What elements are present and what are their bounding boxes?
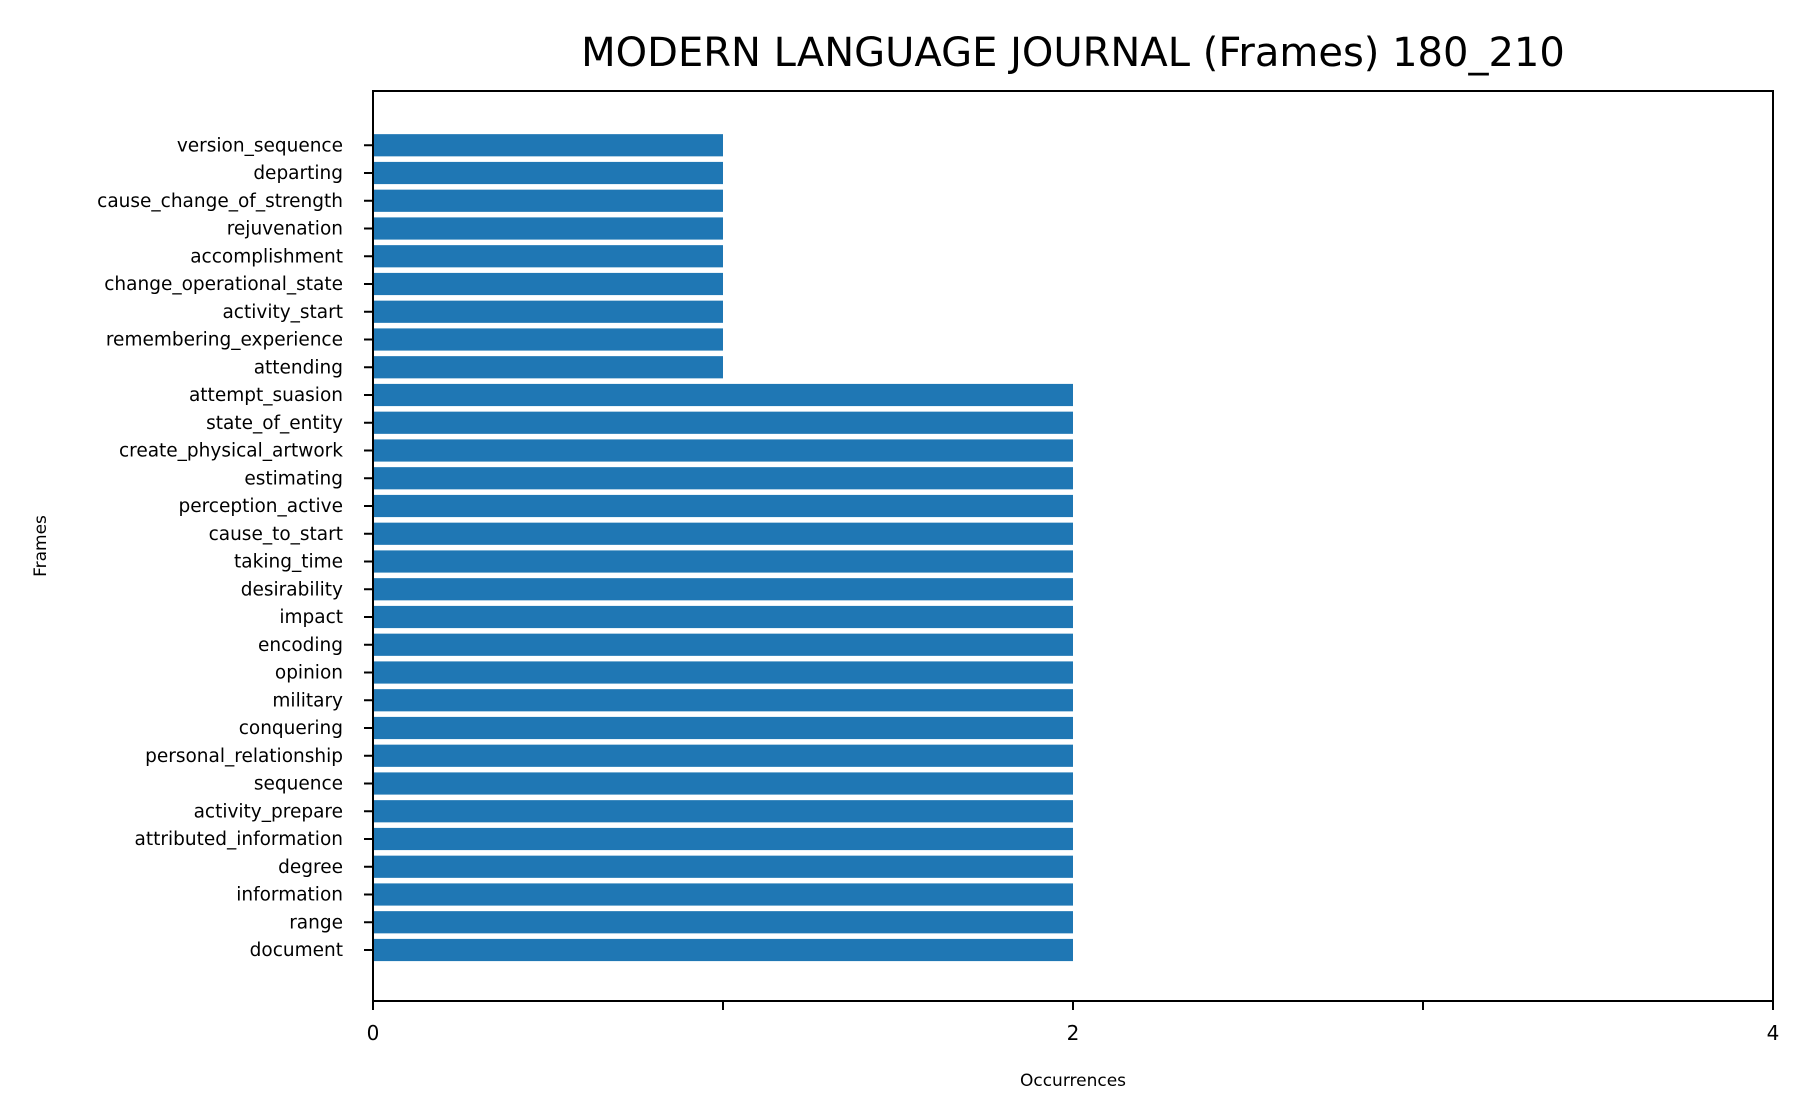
bar-document: [373, 938, 1073, 962]
y-tick-label: cause_change_of_strength: [97, 191, 343, 212]
bars-group: [373, 134, 1073, 962]
bar-encoding: [373, 633, 1073, 656]
y-tick-label: attempt_suasion: [189, 385, 343, 406]
y-tick-label: change_operational_state: [104, 274, 343, 295]
y-tick-label: state_of_entity: [206, 413, 343, 434]
bar-attending: [373, 356, 723, 379]
bar-version_sequence: [373, 134, 723, 157]
bar-cause_to_start: [373, 522, 1073, 545]
bar-perception_active: [373, 494, 1073, 518]
bar-activity_start: [373, 300, 723, 323]
bar-change_operational_state: [373, 272, 723, 296]
bar-accomplishment: [373, 245, 723, 268]
bar-cause_change_of_strength: [373, 189, 723, 212]
y-tick-label: accomplishment: [190, 246, 343, 267]
bar-personal_relationship: [373, 744, 1073, 767]
y-tick-label: estimating: [244, 468, 343, 489]
y-tick-label: activity_start: [222, 302, 343, 323]
y-tick-label: degree: [278, 857, 343, 878]
y-tick-label: range: [289, 912, 343, 933]
y-tick-label: version_sequence: [177, 135, 343, 156]
bar-rejuvenation: [373, 217, 723, 240]
bar-estimating: [373, 467, 1073, 490]
bar-attempt_suasion: [373, 383, 1073, 407]
x-axis-ticks: 0 2 4: [367, 1001, 1780, 1045]
x-axis-label: Occurrences: [1020, 1071, 1126, 1091]
bar-create_physical_artwork: [373, 439, 1073, 462]
y-tick-label: document: [250, 940, 343, 961]
y-tick-label: opinion: [275, 663, 343, 684]
y-tick-label: information: [236, 885, 343, 906]
bar-degree: [373, 855, 1073, 878]
bar-impact: [373, 605, 1073, 629]
x-tick-label: 2: [1067, 1021, 1080, 1045]
y-tick-label: create_physical_artwork: [119, 441, 343, 462]
y-tick-label: perception_active: [178, 496, 343, 517]
y-tick-label: attending: [254, 357, 343, 378]
y-tick-label: sequence: [254, 774, 343, 795]
bar-military: [373, 689, 1073, 712]
y-tick-label: encoding: [258, 635, 343, 656]
bar-state_of_entity: [373, 411, 1073, 434]
y-tick-label: conquering: [239, 718, 343, 739]
category-labels: document range information degree attributed…: [97, 135, 373, 961]
y-tick-label: personal_relationship: [145, 746, 343, 767]
y-tick-label: rejuvenation: [227, 219, 343, 240]
y-tick-label: impact: [279, 607, 343, 628]
x-tick-label: 0: [367, 1021, 380, 1045]
y-tick-label: cause_to_start: [209, 524, 343, 545]
bar-sequence: [373, 772, 1073, 795]
bar-departing: [373, 161, 723, 185]
y-tick-label: military: [272, 690, 343, 711]
plot-frame: [372, 90, 1774, 1002]
y-tick-label: activity_prepare: [194, 801, 343, 822]
x-tick-label: 4: [1767, 1021, 1780, 1045]
bar-remembering_experience: [373, 328, 723, 351]
bar-desirability: [373, 578, 1073, 601]
y-tick-label: taking_time: [234, 552, 343, 573]
bar-conquering: [373, 716, 1073, 740]
bar-activity_prepare: [373, 800, 1073, 823]
y-axis-label: Frames: [31, 515, 51, 577]
bar-range: [373, 911, 1073, 934]
y-tick-label: departing: [253, 163, 343, 184]
y-tick-label: remembering_experience: [106, 330, 343, 351]
y-tick-label: desirability: [241, 579, 343, 600]
bar-taking_time: [373, 550, 1073, 573]
chart-title: MODERN LANGUAGE JOURNAL (Frames) 180_210: [581, 30, 1565, 76]
y-tick-label: attributed_information: [135, 829, 343, 850]
bar-attributed_information: [373, 827, 1073, 851]
bar-opinion: [373, 661, 1073, 684]
bar-information: [373, 883, 1073, 906]
